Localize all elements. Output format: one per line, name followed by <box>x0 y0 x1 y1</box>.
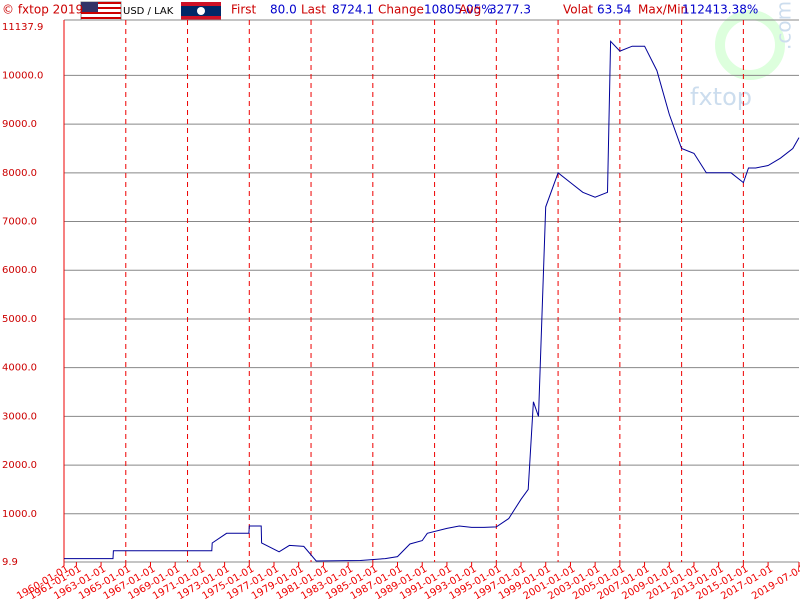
y-tick-label: 10000.0 <box>2 70 43 81</box>
flag-la <box>181 2 221 20</box>
y-tick-label: 4000.0 <box>2 363 37 374</box>
stat-label: Volat <box>563 3 593 17</box>
stat-value: 63.54 <box>597 3 631 17</box>
y-tick-label: 8000.0 <box>2 168 37 179</box>
y-tick-label: 9000.0 <box>2 119 37 130</box>
y-tick-label: 9.9 <box>2 557 18 568</box>
flag-us <box>80 1 122 21</box>
y-tick-label: 3000.0 <box>2 411 37 422</box>
watermark: .com <box>772 1 796 50</box>
line <box>64 40 800 562</box>
pair: USD / LAK <box>123 6 174 17</box>
y-tick-label: 7000.0 <box>2 217 37 228</box>
stat-label: First <box>231 3 257 17</box>
y-tick-label: 2000.0 <box>2 460 37 471</box>
stat-label: Avg <box>459 3 481 17</box>
stat-label: Max/Min <box>638 3 688 17</box>
stat-label: Change <box>378 3 424 17</box>
y-tick-label: 11137.9 <box>2 22 43 33</box>
stat-value: 8724.1 <box>332 3 374 17</box>
stat-value: 112413.38% <box>682 3 758 17</box>
stat-value: 10805.05% <box>424 3 493 17</box>
stat-label: Last <box>301 3 326 17</box>
stat-value: 80.0 <box>270 3 297 17</box>
copyright: © fxtop 2019 <box>2 3 83 17</box>
y-tick-label: 5000.0 <box>2 314 37 325</box>
watermark: fxtop <box>690 83 752 111</box>
y-tick-label: 6000.0 <box>2 265 37 276</box>
stat-value: 3277.3 <box>489 3 531 17</box>
y-tick-label: 1000.0 <box>2 509 37 520</box>
